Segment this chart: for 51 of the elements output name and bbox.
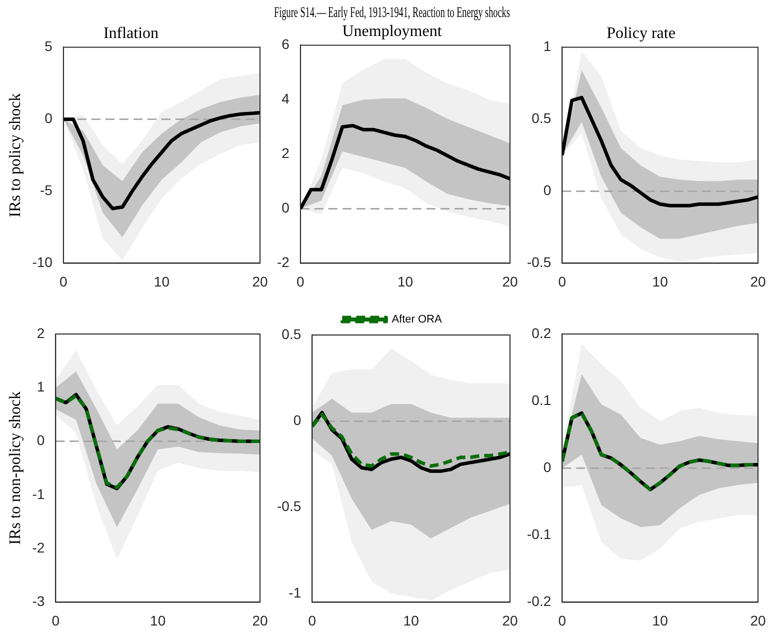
y-tick-label: 0 bbox=[293, 412, 302, 428]
y-tick-label: 0 bbox=[282, 200, 290, 216]
x-tick-label: 10 bbox=[397, 273, 414, 290]
x-tick-label: 10 bbox=[150, 612, 166, 628]
y-axis-title: IRs to policy shock bbox=[6, 93, 24, 218]
y-tick-label: 0 bbox=[543, 458, 552, 475]
x-tick-label: 10 bbox=[403, 612, 420, 628]
x-tick-label: 20 bbox=[750, 612, 766, 628]
chart-title: Inflation bbox=[103, 24, 159, 42]
y-tick-label: 2 bbox=[282, 145, 290, 162]
y-tick-label: -2 bbox=[276, 254, 290, 270]
y-tick-label: -1 bbox=[288, 584, 302, 600]
x-tick-label: 20 bbox=[502, 612, 518, 628]
x-tick-label: 20 bbox=[502, 273, 518, 290]
y-tick-label: -0.5 bbox=[277, 498, 302, 514]
x-tick-label: 0 bbox=[308, 612, 316, 628]
y-tick-label: -2 bbox=[32, 539, 45, 556]
y-tick-label: 1 bbox=[543, 38, 552, 54]
x-tick-label: 20 bbox=[750, 273, 766, 290]
y-tick-label: -3 bbox=[32, 593, 45, 610]
y-tick-label: 5 bbox=[44, 38, 53, 54]
y-tick-label: -1 bbox=[32, 486, 45, 502]
legend-label: After ORA bbox=[392, 314, 442, 326]
y-tick-label: -0.2 bbox=[527, 593, 552, 610]
y-tick-label: 2 bbox=[36, 324, 45, 341]
x-tick-label: 0 bbox=[60, 273, 68, 290]
y-tick-label: 0.5 bbox=[532, 110, 552, 126]
y-tick-label: 0 bbox=[36, 432, 45, 448]
x-tick-label: 10 bbox=[154, 273, 170, 290]
y-tick-label: 1 bbox=[36, 378, 45, 394]
x-tick-label: 10 bbox=[652, 273, 668, 290]
y-tick-label: 0 bbox=[543, 182, 552, 198]
chart-subtitle: Unemployment bbox=[342, 22, 442, 40]
y-tick-label: 0.5 bbox=[282, 326, 302, 342]
y-tick-label: 0 bbox=[44, 110, 53, 126]
y-axis-title: IRs to non-policy shock bbox=[6, 391, 24, 545]
chart-title: Figure S14.— Early Fed, 1913-1941, Reaction to Energy shocks bbox=[274, 4, 510, 21]
x-tick-label: 0 bbox=[558, 273, 566, 290]
y-tick-label: 6 bbox=[282, 36, 290, 52]
y-tick-label: -5 bbox=[40, 182, 53, 198]
x-tick-label: 20 bbox=[252, 273, 268, 290]
y-tick-label: -10 bbox=[32, 254, 53, 270]
y-tick-label: -0.1 bbox=[527, 526, 552, 542]
x-tick-label: 10 bbox=[652, 612, 668, 628]
x-tick-label: 0 bbox=[558, 612, 566, 628]
y-tick-label: -0.5 bbox=[527, 254, 552, 270]
y-tick-label: 0.2 bbox=[532, 324, 552, 341]
x-tick-label: 20 bbox=[252, 612, 268, 628]
y-tick-label: 0.1 bbox=[532, 392, 552, 408]
y-tick-label: 4 bbox=[282, 90, 290, 107]
chart-title: Policy rate bbox=[606, 24, 676, 42]
